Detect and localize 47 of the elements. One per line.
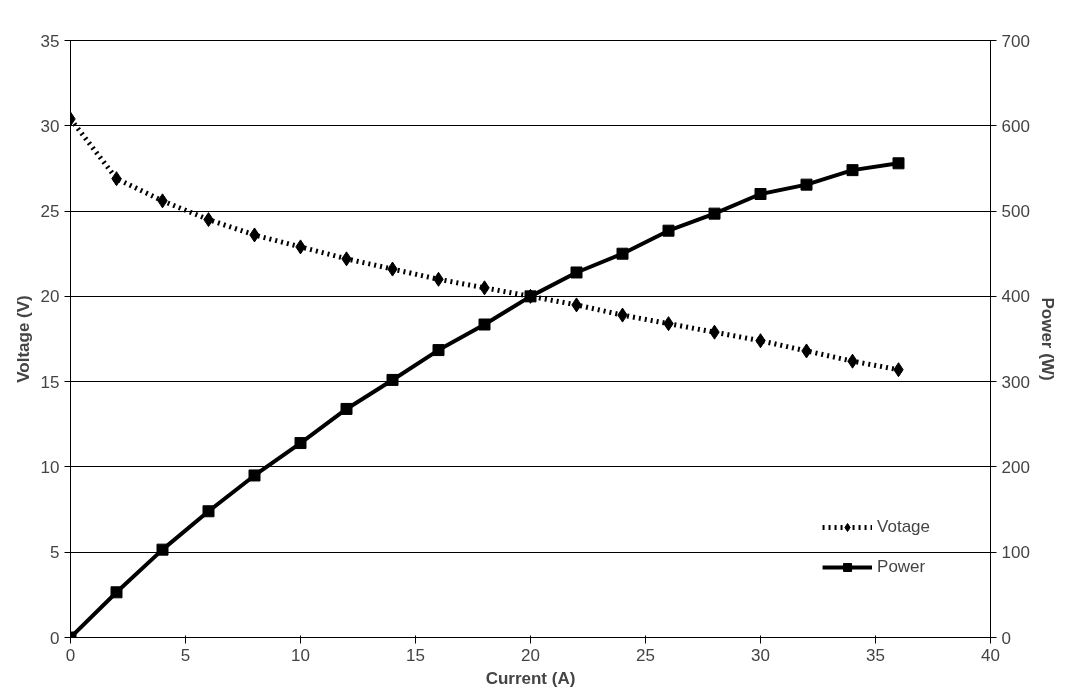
point: [662, 224, 675, 237]
x-tick-label: 5: [180, 645, 191, 665]
y-tick-label: 25: [40, 202, 60, 222]
y2-tick-label: 0: [1001, 628, 1011, 648]
point: [386, 373, 399, 386]
point: [294, 437, 307, 450]
x-tick-label: 10: [291, 645, 310, 665]
point: [432, 344, 445, 357]
legend-label: Power: [877, 557, 926, 577]
y-tick-label: 0: [50, 628, 60, 648]
point: [800, 178, 813, 191]
x-axis-title: Current (A): [485, 668, 576, 688]
point: [478, 318, 491, 331]
y2-tick-label: 600: [1001, 116, 1030, 136]
y-tick-label: 35: [40, 31, 60, 51]
y2-tick-label: 200: [1001, 457, 1030, 477]
point: [570, 266, 583, 279]
point: [846, 164, 859, 177]
y-tick-label: 10: [40, 457, 60, 477]
y2-tick-label: 500: [1001, 202, 1030, 222]
y2-tick-label: 700: [1001, 31, 1030, 51]
x-tick-label: 20: [521, 645, 540, 665]
x-tick-label: 35: [866, 645, 885, 665]
y2-axis-title: Power (W): [1037, 297, 1057, 381]
point: [110, 586, 123, 599]
point: [708, 207, 721, 220]
x-tick-label: 30: [751, 645, 770, 665]
legend-label: Votage: [877, 517, 930, 537]
point: [892, 157, 905, 170]
y-tick-label: 15: [40, 372, 60, 392]
point: [202, 505, 215, 518]
point: [340, 402, 353, 415]
y-tick-label: 30: [40, 116, 60, 136]
x-tick-label: 25: [636, 645, 655, 665]
x-tick-label: 15: [406, 645, 425, 665]
y2-tick-label: 400: [1001, 287, 1030, 307]
y2-tick-label: 300: [1001, 372, 1030, 392]
point: [616, 247, 629, 260]
x-tick-label: 40: [981, 645, 1000, 665]
point: [754, 188, 767, 201]
point: [156, 543, 169, 556]
x-tick-label: 0: [65, 645, 76, 665]
y-tick-label: 5: [50, 543, 60, 563]
point: [248, 469, 261, 482]
y2-tick-label: 100: [1001, 543, 1030, 563]
y-axis-title: Voltage (V): [13, 295, 33, 383]
y-tick-label: 20: [40, 287, 60, 307]
